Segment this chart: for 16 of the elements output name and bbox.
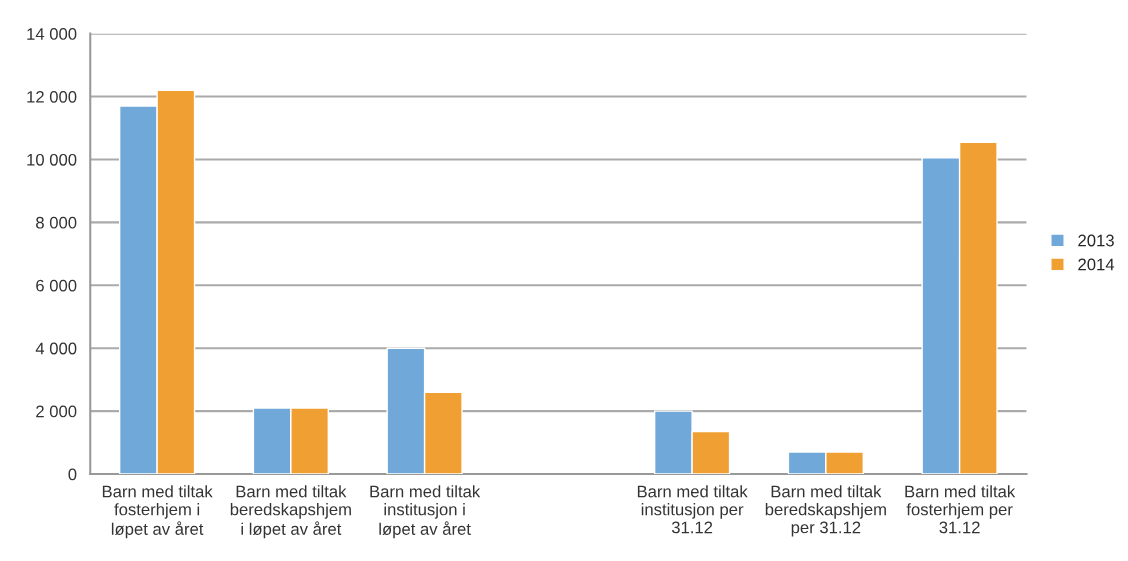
- legend-label: 2013: [1078, 234, 1114, 247]
- y-tick-label: 14 000: [27, 28, 77, 40]
- y-tick-label: 6 000: [36, 279, 77, 292]
- y-tick-label: 4 000: [35, 342, 77, 355]
- x-tick-label: Barn med tiltak beredskapshjem i løpet av året: [230, 485, 351, 539]
- legend-label: 2014: [1078, 258, 1115, 271]
- x-tick-label: Barn med tiltak fosterhjem per 31.12: [905, 485, 1016, 534]
- y-tick-label: 8 000: [36, 216, 77, 229]
- y-tick-label: 0: [68, 468, 77, 481]
- x-tick-label: Barn med tiltak institusjon per 31.12: [637, 485, 748, 534]
- x-tick-label: Barn med tiltak fosterhjem i løpet av året: [102, 485, 213, 539]
- x-tick-label: Barn med tiltak beredskapshjem per 31.12: [765, 485, 886, 537]
- y-tick-label: 10 000: [27, 153, 77, 166]
- y-tick-label: 12 000: [27, 90, 77, 103]
- y-tick-label: 2 000: [36, 405, 77, 418]
- x-tick-label: Barn med tiltak institusjon i løpet av året: [370, 485, 481, 539]
